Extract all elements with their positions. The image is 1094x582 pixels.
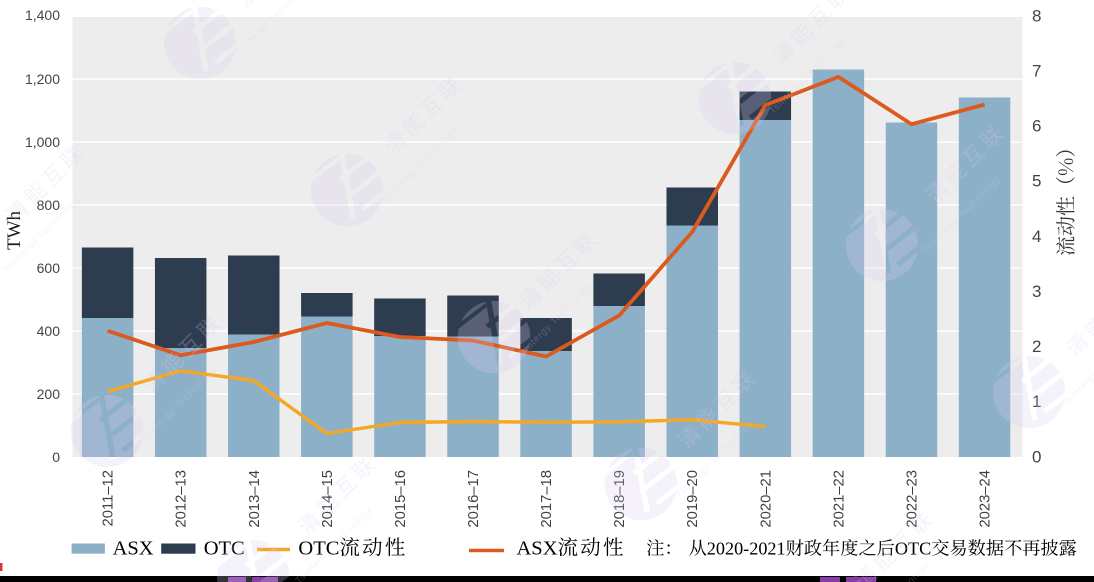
- svg-text:2011–12: 2011–12: [101, 470, 117, 527]
- svg-text:6: 6: [1032, 117, 1041, 136]
- svg-text:1,000: 1,000: [25, 134, 60, 150]
- svg-text:200: 200: [37, 386, 61, 402]
- svg-text:2013–14: 2013–14: [247, 470, 263, 528]
- svg-text:2021–22: 2021–22: [831, 470, 847, 528]
- svg-text:5: 5: [1032, 172, 1041, 191]
- svg-text:800: 800: [37, 197, 61, 213]
- svg-text:8: 8: [1032, 6, 1041, 25]
- svg-text:2020-2021: 2020-2021: [707, 539, 786, 559]
- svg-text:2012–13: 2012–13: [174, 470, 190, 528]
- svg-text:0: 0: [1032, 447, 1041, 466]
- svg-text:ASX: ASX: [113, 538, 154, 560]
- svg-text:1,400: 1,400: [25, 7, 60, 23]
- svg-text:2014–15: 2014–15: [320, 470, 336, 528]
- svg-text:2017–18: 2017–18: [539, 470, 555, 528]
- svg-text:2020–21: 2020–21: [758, 470, 774, 528]
- svg-text:2016–17: 2016–17: [466, 470, 482, 528]
- svg-text:2022–23: 2022–23: [905, 470, 921, 528]
- svg-text:0: 0: [52, 449, 60, 465]
- svg-text:4: 4: [1032, 227, 1041, 246]
- svg-text:TWh: TWh: [4, 210, 25, 250]
- svg-text:2015–16: 2015–16: [393, 470, 409, 528]
- svg-text:1,200: 1,200: [25, 71, 60, 87]
- svg-text:2: 2: [1032, 337, 1041, 356]
- svg-text:400: 400: [37, 323, 61, 339]
- svg-text:ASX: ASX: [517, 538, 558, 560]
- svg-text:2023–24: 2023–24: [978, 470, 994, 528]
- svg-text:600: 600: [37, 260, 61, 276]
- svg-text:3: 3: [1032, 282, 1041, 301]
- svg-text:7: 7: [1032, 61, 1041, 80]
